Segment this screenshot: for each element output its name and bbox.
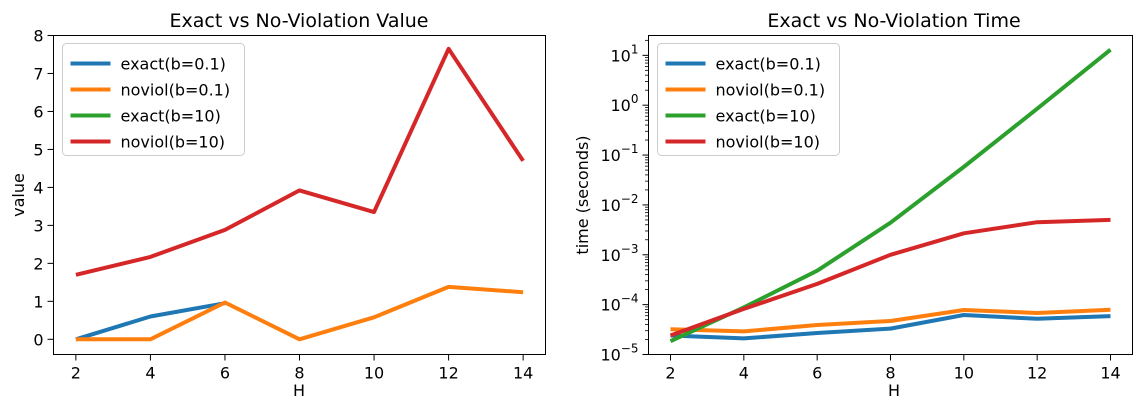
legend-box	[62, 43, 245, 156]
y-tick-label: 100	[611, 92, 639, 115]
x-tick-label: 4	[145, 364, 155, 383]
x-tick-label: 8	[294, 364, 304, 383]
x-tick-label: 6	[220, 364, 230, 383]
series-line-1	[670, 307, 1111, 334]
x-tick-label: 2	[665, 364, 675, 383]
x-axis-label: H	[888, 381, 900, 400]
x-tick-label: 10	[954, 364, 974, 383]
x-tick-label: 8	[885, 364, 895, 383]
x-tick-label: 10	[364, 364, 384, 383]
legend-label: exact(b=10)	[716, 107, 816, 126]
y-tick-label: 10−3	[600, 242, 638, 265]
x-tick-label: 14	[513, 364, 533, 383]
time-chart: Exact vs No-Violation Time 2 4 6 8 10 12 14 10−…	[573, 10, 1133, 400]
series-line-3	[75, 46, 525, 277]
legend-box	[657, 43, 840, 156]
y-tick-label: 10−1	[600, 142, 638, 165]
legend-label: noviol(b=10)	[716, 133, 820, 152]
x-tick-label: 2	[71, 364, 81, 383]
y-tick-label: 2	[33, 254, 43, 273]
legend: exact(b=0.1) noviol(b=0.1) exact(b=10) novi…	[657, 43, 840, 156]
legend-label: noviol(b=0.1)	[121, 81, 231, 100]
y-tick-label: 3	[33, 216, 43, 235]
y-tick-label: 10−2	[600, 192, 638, 215]
legend-label: noviol(b=10)	[121, 133, 225, 152]
legend-label: exact(b=0.1)	[716, 55, 821, 74]
value-chart: Exact vs No-Violation Value 2 4 6 8 10 12 1401…	[9, 10, 546, 400]
y-tick-label: 7	[33, 64, 43, 83]
x-tick-label: 12	[1027, 364, 1047, 383]
y-tick-label: 10−4	[600, 292, 638, 315]
series-line-1	[75, 284, 524, 342]
y-tick-label: 1	[33, 292, 43, 311]
y-tick-label: 6	[33, 102, 43, 121]
y-axis-label: time (seconds)	[573, 135, 592, 254]
x-axis-label: H	[293, 381, 305, 400]
y-tick-label: 4	[33, 178, 43, 197]
y-tick-label: 101	[611, 42, 639, 65]
x-tick-label: 6	[812, 364, 822, 383]
y-tick-label: 0	[33, 330, 43, 349]
y-tick-label: 8	[33, 27, 43, 46]
y-axis-label: value	[9, 173, 28, 217]
series-line-0	[670, 313, 1111, 341]
x-tick-label: 14	[1100, 364, 1120, 383]
x-tick-label: 12	[438, 364, 458, 383]
legend-label: noviol(b=0.1)	[716, 81, 826, 100]
series-line-0	[75, 301, 226, 342]
chart-title: Exact vs No-Violation Value	[170, 10, 429, 32]
series-line-3	[669, 217, 1111, 338]
legend: exact(b=0.1) noviol(b=0.1) exact(b=10) novi…	[62, 43, 245, 156]
y-tick-label: 5	[33, 140, 43, 159]
x-tick-label: 4	[739, 364, 749, 383]
legend-label: exact(b=0.1)	[121, 55, 226, 74]
y-tick-label: 10−5	[600, 342, 638, 365]
chart-title: Exact vs No-Violation Time	[767, 10, 1020, 32]
legend-label: exact(b=10)	[121, 107, 221, 126]
